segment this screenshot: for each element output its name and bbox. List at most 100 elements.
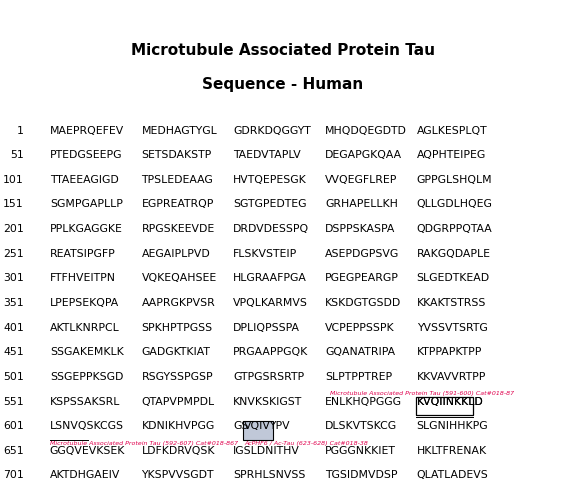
Text: MAEPRQEFEV: MAEPRQEFEV: [50, 126, 124, 136]
Text: PTEDGSEEPG: PTEDGSEEPG: [50, 150, 122, 160]
Text: AKTLKNRPCL: AKTLKNRPCL: [50, 323, 119, 333]
Text: Sequence - Human: Sequence - Human: [203, 77, 363, 92]
Text: YVSSVTSRTG: YVSSVTSRTG: [417, 323, 487, 333]
Text: KKAKTSTRSS: KKAKTSTRSS: [417, 298, 486, 308]
Text: 201: 201: [3, 224, 24, 234]
Text: QLLGDLHQEG: QLLGDLHQEG: [417, 199, 492, 210]
Text: ENLKHQPGGG: ENLKHQPGGG: [325, 397, 402, 407]
Text: 151: 151: [3, 199, 24, 210]
Text: SSGAKEMKLK: SSGAKEMKLK: [50, 347, 123, 357]
Text: KTPPAPKTPP: KTPPAPKTPP: [417, 347, 482, 357]
Text: 601: 601: [3, 421, 24, 431]
Text: 101: 101: [3, 175, 24, 185]
Text: KDNIKHVPGG: KDNIKHVPGG: [142, 421, 215, 431]
Text: GDRKDQGGYT: GDRKDQGGYT: [233, 126, 311, 136]
Text: AAPRGKPVSR: AAPRGKPVSR: [142, 298, 215, 308]
Text: 451: 451: [3, 347, 24, 357]
Text: RAKGQDAPLE: RAKGQDAPLE: [417, 249, 491, 259]
Text: QTAPVPMPDL: QTAPVPMPDL: [142, 397, 215, 407]
Text: GADGKTKIAT: GADGKTKIAT: [142, 347, 211, 357]
Text: Microtubule Associated Protein Tau (591-600) Cat#018-87: Microtubule Associated Protein Tau (591-…: [330, 391, 514, 396]
Text: TAEDVTAPLV: TAEDVTAPLV: [233, 150, 301, 160]
Text: SLPTPPTREP: SLPTPPTREP: [325, 372, 392, 382]
Text: QDGRPPQTAA: QDGRPPQTAA: [417, 224, 492, 234]
Text: SLGNIHHKPG: SLGNIHHKPG: [417, 421, 488, 431]
Text: 351: 351: [3, 298, 24, 308]
Text: 301: 301: [3, 273, 24, 284]
Text: SETSDAKSTP: SETSDAKSTP: [142, 150, 212, 160]
Text: DSPPSKASPA: DSPPSKASPA: [325, 224, 395, 234]
Text: QLATLADEVS: QLATLADEVS: [417, 470, 488, 481]
Text: 1: 1: [17, 126, 24, 136]
Text: GPPGLSHQLM: GPPGLSHQLM: [417, 175, 492, 185]
Text: SGTGPEDTEG: SGTGPEDTEG: [233, 199, 307, 210]
Text: TGSIDMVDSP: TGSIDMVDSP: [325, 470, 397, 481]
Text: EGPREATRQP: EGPREATRQP: [142, 199, 214, 210]
Text: FLSKVSTEIP: FLSKVSTEIP: [233, 249, 298, 259]
Text: SLGEDTKEAD: SLGEDTKEAD: [417, 273, 490, 284]
Text: KKVAVVRTPP: KKVAVVRTPP: [417, 372, 486, 382]
Text: 401: 401: [3, 323, 24, 333]
Text: GRHAPELLKH: GRHAPELLKH: [325, 199, 398, 210]
Text: TTAEEAGIGD: TTAEEAGIGD: [50, 175, 118, 185]
Text: KSPSSAKSRL: KSPSSAKSRL: [50, 397, 120, 407]
Text: VVQEGFLREP: VVQEGFLREP: [325, 175, 397, 185]
Text: GS: GS: [233, 421, 248, 431]
Text: 501: 501: [3, 372, 24, 382]
FancyBboxPatch shape: [243, 421, 273, 440]
Text: VCPEPPSSPK: VCPEPPSSPK: [325, 323, 395, 333]
Text: Microtubule Associated Protein Tau: Microtubule Associated Protein Tau: [131, 43, 435, 58]
Text: RSGYSSPGSP: RSGYSSPGSP: [142, 372, 213, 382]
Text: AGLKESPLQT: AGLKESPLQT: [417, 126, 487, 136]
Text: MHQDQEGDTD: MHQDQEGDTD: [325, 126, 407, 136]
Text: YKSPVVSGDT: YKSPVVSGDT: [142, 470, 214, 481]
Text: SPKHPTPGSS: SPKHPTPGSS: [142, 323, 213, 333]
Text: HVTQEPESGK: HVTQEPESGK: [233, 175, 307, 185]
Text: HLGRAAFPGA: HLGRAAFPGA: [233, 273, 307, 284]
Text: PGEGPEARGP: PGEGPEARGP: [325, 273, 399, 284]
Text: SSGEPPKSGD: SSGEPPKSGD: [50, 372, 123, 382]
Text: LPEPSEKQPA: LPEPSEKQPA: [50, 298, 119, 308]
Text: MEDHAGTYGL: MEDHAGTYGL: [142, 126, 217, 136]
Text: AcPHF6 / Ac-Tau (623-628) Cat#018-38: AcPHF6 / Ac-Tau (623-628) Cat#018-38: [244, 440, 368, 445]
Text: IGSLDNITHV: IGSLDNITHV: [233, 446, 300, 456]
Text: KNVKSKIGST: KNVKSKIGST: [233, 397, 302, 407]
Text: RPGSKEEVDE: RPGSKEEVDE: [142, 224, 215, 234]
Text: AEGAIPLPVD: AEGAIPLPVD: [142, 249, 210, 259]
Text: VPQLKARMVS: VPQLKARMVS: [233, 298, 308, 308]
Text: SGMPGAPLLP: SGMPGAPLLP: [50, 199, 123, 210]
Text: FTFHVEITPN: FTFHVEITPN: [50, 273, 116, 284]
Text: DEGAPGKQAA: DEGAPGKQAA: [325, 150, 402, 160]
Text: ASEPDGPSVG: ASEPDGPSVG: [325, 249, 399, 259]
Text: PV: PV: [272, 421, 289, 431]
Text: AKTDHGAEIV: AKTDHGAEIV: [50, 470, 120, 481]
Text: GGQVEVKSEK: GGQVEVKSEK: [50, 446, 125, 456]
Text: DPLIQPSSPA: DPLIQPSSPA: [233, 323, 300, 333]
Text: DRDVDESSPQ: DRDVDESSPQ: [233, 224, 309, 234]
Text: SPRHLSNVSS: SPRHLSNVSS: [233, 470, 306, 481]
Text: 51: 51: [10, 150, 24, 160]
FancyBboxPatch shape: [415, 397, 473, 415]
Text: 701: 701: [3, 470, 24, 481]
Text: VQKEQAHSEE: VQKEQAHSEE: [142, 273, 217, 284]
Text: LSNVQSKCGS: LSNVQSKCGS: [50, 421, 124, 431]
Text: PPLKGAGGKE: PPLKGAGGKE: [50, 224, 123, 234]
Text: 651: 651: [3, 446, 24, 456]
Text: GTPGSRSRTP: GTPGSRSRTP: [233, 372, 305, 382]
Text: REATSIPGFP: REATSIPGFP: [50, 249, 115, 259]
Text: KSKDGTGSDD: KSKDGTGSDD: [325, 298, 401, 308]
Text: TPSLEDEAAG: TPSLEDEAAG: [142, 175, 213, 185]
Text: AQPHTEIPEG: AQPHTEIPEG: [417, 150, 486, 160]
Text: Microtubule Associated Protein Tau (592-607) Cat#018-867: Microtubule Associated Protein Tau (592-…: [50, 440, 238, 445]
Text: KVQIINKKLD: KVQIINKKLD: [417, 397, 483, 407]
Text: PGGGNKKIET: PGGGNKKIET: [325, 446, 396, 456]
Text: 551: 551: [3, 397, 24, 407]
Text: 251: 251: [3, 249, 24, 259]
Text: HKLTFRENAK: HKLTFRENAK: [417, 446, 487, 456]
Text: GQANATRIPA: GQANATRIPA: [325, 347, 395, 357]
Text: KVQIINKKLD: KVQIINKKLD: [417, 397, 483, 407]
Text: DLSKVTSKCG: DLSKVTSKCG: [325, 421, 397, 431]
Text: PRGAAPPGQK: PRGAAPPGQK: [233, 347, 308, 357]
Text: LDFKDRVQSK: LDFKDRVQSK: [142, 446, 215, 456]
Text: VQIVY: VQIVY: [244, 421, 277, 431]
